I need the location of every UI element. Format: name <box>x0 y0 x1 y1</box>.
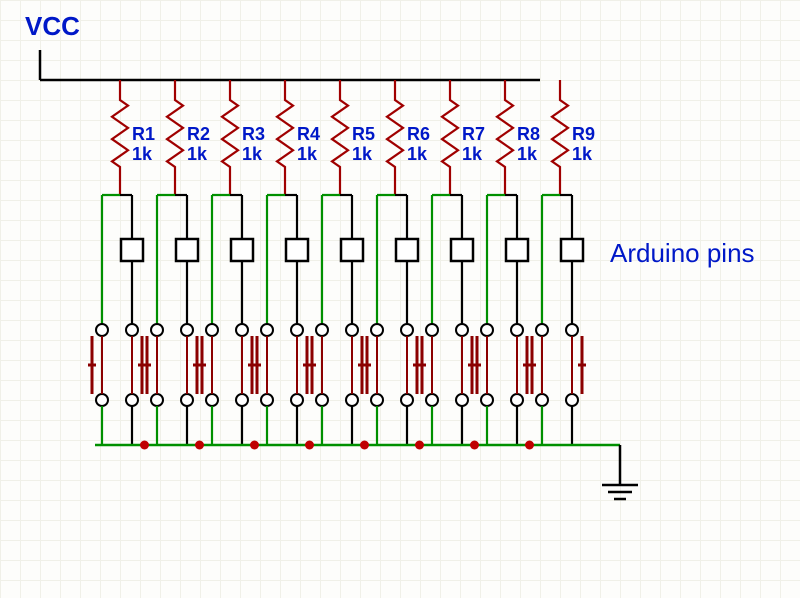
switch-term <box>511 324 523 336</box>
switch-term <box>261 394 273 406</box>
switch-term <box>151 324 163 336</box>
resistor-value-r7: 1k <box>462 144 483 164</box>
switch-term <box>316 394 328 406</box>
resistor-r5 <box>332 92 348 175</box>
switch-7 <box>473 336 531 394</box>
switch-term <box>401 324 413 336</box>
junction-dot <box>195 441 204 450</box>
resistor-id-r8: R8 <box>517 124 540 144</box>
resistor-id-r1: R1 <box>132 124 155 144</box>
resistor-r7 <box>442 92 458 175</box>
resistor-id-r2: R2 <box>187 124 210 144</box>
switch-term <box>346 394 358 406</box>
arduino-pad-4 <box>341 239 363 261</box>
junction-dot <box>470 441 479 450</box>
switch-term <box>96 324 108 336</box>
switch-term <box>566 394 578 406</box>
switch-2 <box>198 336 256 394</box>
resistor-id-r5: R5 <box>352 124 375 144</box>
arduino-pad-1 <box>176 239 198 261</box>
switch-term <box>346 324 358 336</box>
switch-term <box>511 394 523 406</box>
arduino-pad-8 <box>561 239 583 261</box>
resistor-value-r5: 1k <box>352 144 373 164</box>
switch-term <box>371 324 383 336</box>
arduino-pad-3 <box>286 239 308 261</box>
switch-term <box>401 394 413 406</box>
resistor-r1 <box>112 92 128 175</box>
resistor-value-r8: 1k <box>517 144 538 164</box>
switch-term <box>456 324 468 336</box>
switch-term <box>426 394 438 406</box>
resistor-r8 <box>497 92 513 175</box>
resistor-id-r6: R6 <box>407 124 430 144</box>
switch-term <box>536 324 548 336</box>
switch-3 <box>253 336 311 394</box>
junction-dot <box>305 441 314 450</box>
switch-term <box>536 394 548 406</box>
resistor-value-r3: 1k <box>242 144 263 164</box>
switch-term <box>291 394 303 406</box>
resistor-r9 <box>552 92 568 175</box>
switch-8 <box>528 336 586 394</box>
switch-term <box>456 394 468 406</box>
switch-term <box>126 394 138 406</box>
resistor-r3 <box>222 92 238 175</box>
resistor-id-r9: R9 <box>572 124 595 144</box>
resistor-r6 <box>387 92 403 175</box>
switch-6 <box>418 336 476 394</box>
switch-term <box>481 394 493 406</box>
junction-dot <box>140 441 149 450</box>
schematic-diagram: VCCR11kR21kR31kR41kR51kR61kR71kR81kR91kA… <box>0 0 800 598</box>
resistor-id-r4: R4 <box>297 124 320 144</box>
switch-term <box>206 324 218 336</box>
arduino-pad-2 <box>231 239 253 261</box>
resistor-id-r3: R3 <box>242 124 265 144</box>
switch-term <box>481 324 493 336</box>
junction-dot <box>525 441 534 450</box>
arduino-pins-label: Arduino pins <box>610 238 755 268</box>
switch-term <box>291 324 303 336</box>
switch-term <box>426 324 438 336</box>
switch-term <box>236 324 248 336</box>
junction-dot <box>415 441 424 450</box>
switch-1 <box>143 336 201 394</box>
resistor-value-r4: 1k <box>297 144 318 164</box>
switch-term <box>151 394 163 406</box>
resistor-value-r1: 1k <box>132 144 153 164</box>
junction-dot <box>360 441 369 450</box>
switch-term <box>371 394 383 406</box>
resistor-value-r2: 1k <box>187 144 208 164</box>
switch-term <box>181 394 193 406</box>
resistor-r4 <box>277 92 293 175</box>
switch-term <box>236 394 248 406</box>
switch-term <box>206 394 218 406</box>
switch-term <box>126 324 138 336</box>
switch-4 <box>308 336 366 394</box>
resistor-value-r6: 1k <box>407 144 428 164</box>
arduino-pad-5 <box>396 239 418 261</box>
vcc-label: VCC <box>25 11 80 41</box>
arduino-pad-0 <box>121 239 143 261</box>
switch-term <box>316 324 328 336</box>
arduino-pad-6 <box>451 239 473 261</box>
junction-dot <box>250 441 259 450</box>
arduino-pad-7 <box>506 239 528 261</box>
resistor-id-r7: R7 <box>462 124 485 144</box>
switch-term <box>96 394 108 406</box>
switch-term <box>566 324 578 336</box>
switch-5 <box>363 336 421 394</box>
resistor-r2 <box>167 92 183 175</box>
switch-0 <box>88 336 146 394</box>
resistor-value-r9: 1k <box>572 144 593 164</box>
switch-term <box>261 324 273 336</box>
switch-term <box>181 324 193 336</box>
